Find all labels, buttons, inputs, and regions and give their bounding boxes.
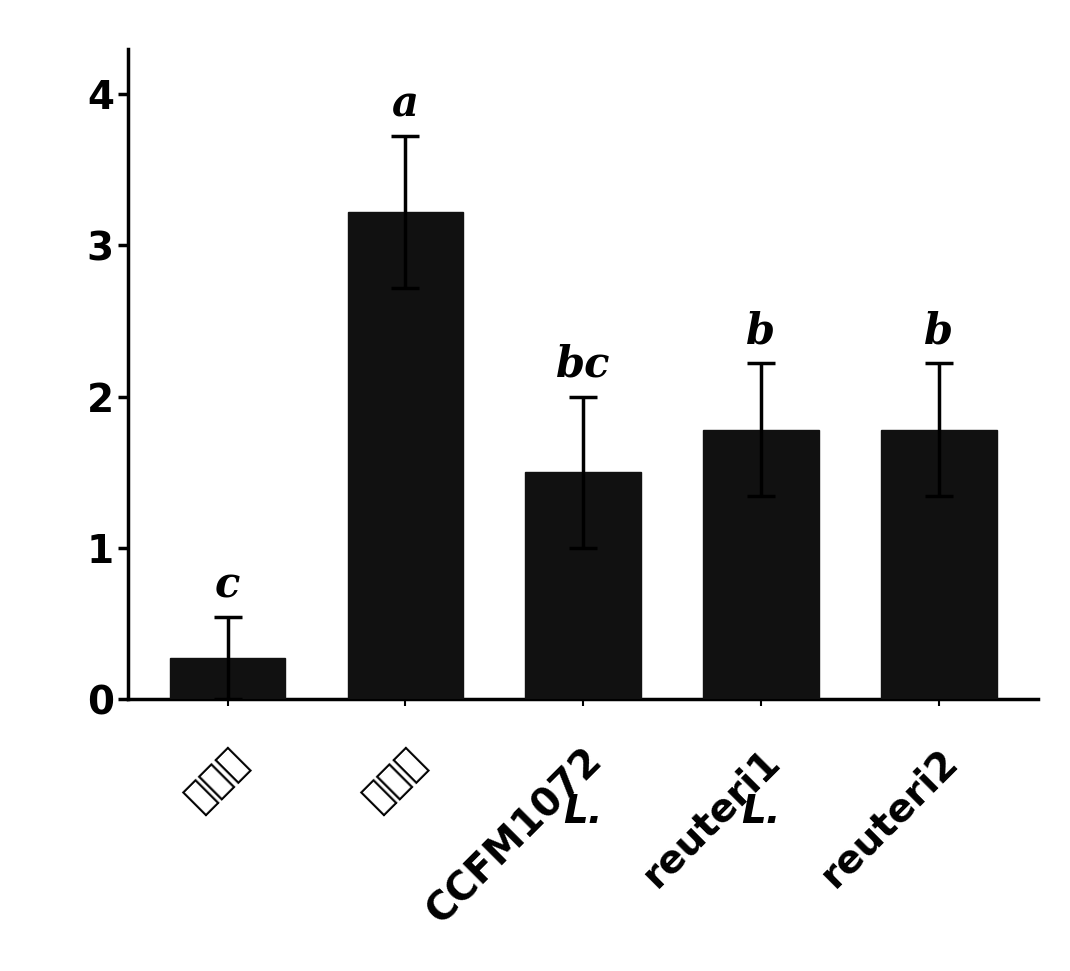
Text: 空白组: 空白组 — [178, 742, 255, 818]
Bar — [170, 658, 286, 699]
Bar — [348, 212, 463, 699]
Text: CCFM1072: CCFM1072 — [421, 742, 610, 931]
Text: 模型组: 模型组 — [355, 742, 432, 818]
Bar — [881, 430, 996, 699]
Text: a: a — [392, 84, 418, 125]
Text: L.: L. — [742, 793, 781, 831]
Text: reuteri1: reuteri1 — [636, 742, 788, 894]
Text: b: b — [747, 311, 776, 352]
Text: reuteri2: reuteri2 — [813, 742, 965, 894]
Text: c: c — [215, 565, 241, 607]
Bar — [703, 430, 819, 699]
Text: L.: L. — [564, 793, 602, 831]
Text: bc: bc — [556, 344, 610, 385]
Text: b: b — [924, 311, 953, 352]
Bar — [525, 472, 641, 699]
